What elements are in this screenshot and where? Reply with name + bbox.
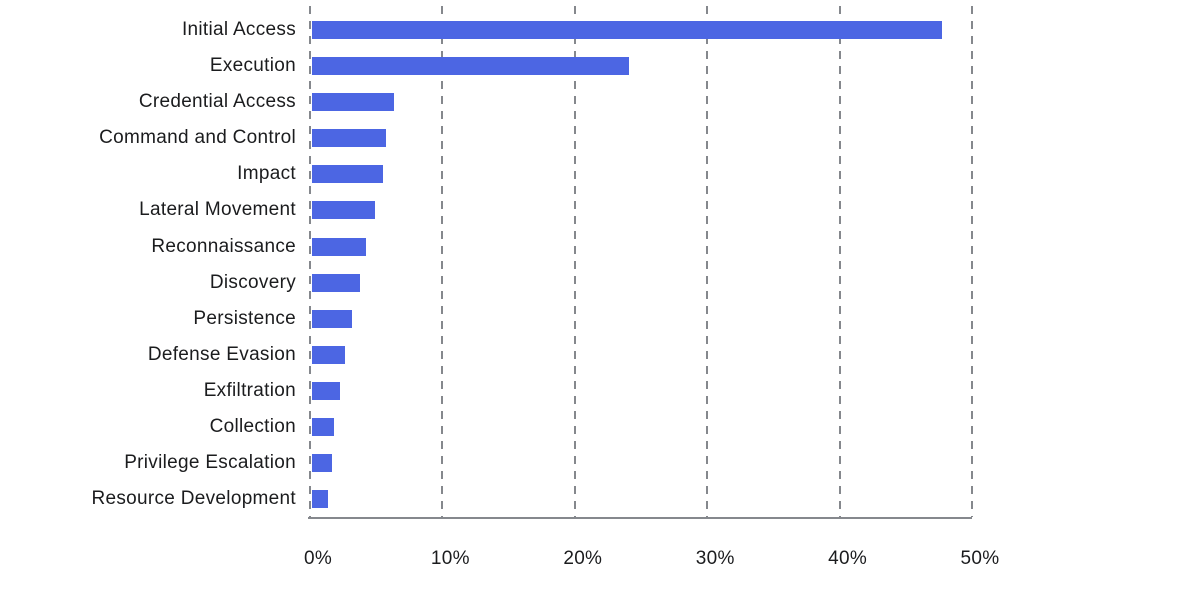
bar-row bbox=[310, 445, 972, 481]
gridline bbox=[573, 6, 576, 517]
gridline bbox=[971, 6, 973, 517]
bar bbox=[312, 57, 629, 76]
category-label: Impact bbox=[237, 163, 296, 185]
category-label: Privilege Escalation bbox=[124, 451, 296, 473]
gridline bbox=[441, 6, 444, 517]
bar-row bbox=[310, 84, 972, 120]
bar-row bbox=[310, 373, 972, 409]
bar bbox=[312, 345, 345, 364]
category-labels: Initial Access Execution Credential Access… bbox=[0, 12, 296, 517]
bar bbox=[312, 309, 352, 328]
x-tick-label: 10% bbox=[430, 548, 470, 569]
bar bbox=[312, 237, 367, 256]
bar-row bbox=[310, 337, 972, 373]
category-label: Credential Access bbox=[138, 91, 296, 113]
bar bbox=[312, 273, 360, 292]
bar-row bbox=[310, 120, 972, 156]
bar-row bbox=[310, 48, 972, 84]
category-label: Reconnaissance bbox=[151, 235, 296, 257]
bar-row bbox=[310, 481, 972, 517]
x-axis-tick-labels: 0% 10% 20% 30% 40% 50% bbox=[304, 548, 999, 578]
gridline bbox=[838, 6, 841, 517]
bar-row bbox=[310, 192, 972, 228]
category-label: Collection bbox=[209, 415, 296, 437]
bar-row bbox=[310, 265, 972, 301]
category-label: Initial Access bbox=[181, 19, 296, 41]
category-label: Command and Control bbox=[99, 127, 296, 149]
bar bbox=[312, 381, 340, 400]
bar-row bbox=[310, 301, 972, 337]
plot-area bbox=[308, 6, 973, 519]
category-label: Exfiltration bbox=[203, 379, 296, 401]
x-tick-label: 20% bbox=[563, 548, 603, 569]
bar bbox=[312, 165, 384, 184]
bar-row bbox=[310, 156, 972, 192]
category-label: Resource Development bbox=[91, 488, 296, 510]
bar bbox=[312, 417, 335, 436]
category-label: Defense Evasion bbox=[147, 343, 296, 365]
gridline bbox=[309, 6, 311, 517]
bar bbox=[312, 129, 386, 148]
bar-row bbox=[310, 409, 972, 445]
bar bbox=[312, 490, 328, 509]
bar-rows bbox=[310, 12, 972, 517]
bar bbox=[312, 453, 332, 472]
category-label: Lateral Movement bbox=[139, 199, 296, 221]
bar-row bbox=[310, 12, 972, 48]
bar-row bbox=[310, 228, 972, 264]
x-tick-label: 30% bbox=[695, 548, 735, 569]
category-label: Execution bbox=[209, 55, 296, 77]
x-tick-label: 40% bbox=[828, 548, 868, 569]
bar bbox=[312, 21, 942, 40]
bar bbox=[312, 93, 394, 112]
gridline bbox=[706, 6, 709, 517]
category-label: Discovery bbox=[209, 271, 296, 293]
x-axis-line bbox=[308, 517, 972, 519]
x-tick-label: 0% bbox=[303, 548, 333, 569]
bar bbox=[312, 201, 376, 220]
category-label: Persistence bbox=[193, 307, 296, 329]
x-tick-label: 50% bbox=[960, 548, 1000, 569]
